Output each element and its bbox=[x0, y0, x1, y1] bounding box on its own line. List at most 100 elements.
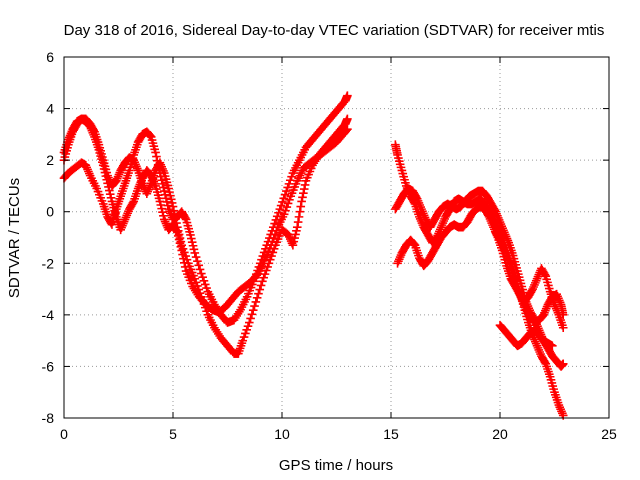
data-point bbox=[151, 148, 160, 157]
data-point bbox=[157, 204, 166, 213]
data-point bbox=[275, 204, 285, 214]
chart-title: Day 318 of 2016, Sidereal Day-to-day VTE… bbox=[64, 22, 605, 39]
data-point bbox=[191, 278, 201, 287]
data-point bbox=[281, 206, 290, 215]
data-point bbox=[197, 269, 206, 278]
y-tick-label: -8 bbox=[42, 410, 55, 426]
data-point bbox=[193, 256, 202, 266]
data-point bbox=[256, 281, 266, 290]
data-point bbox=[294, 212, 304, 222]
y-axis-label: SDTVAR / TECUs bbox=[6, 178, 23, 298]
data-point bbox=[342, 125, 351, 135]
axis-ticks bbox=[63, 56, 610, 419]
x-tick-label: 25 bbox=[601, 426, 617, 442]
data-point bbox=[167, 198, 177, 208]
data-point bbox=[266, 240, 276, 250]
data-point bbox=[272, 226, 281, 236]
data-point bbox=[282, 202, 292, 212]
data-point bbox=[558, 359, 568, 369]
data-point bbox=[190, 274, 200, 284]
x-tick-label: 20 bbox=[492, 426, 508, 442]
data-point bbox=[259, 273, 268, 283]
series-segment-d bbox=[391, 140, 568, 420]
data-point bbox=[280, 190, 290, 199]
data-point bbox=[179, 254, 188, 263]
data-point bbox=[198, 272, 207, 282]
data-point bbox=[267, 251, 276, 261]
data-point bbox=[199, 276, 209, 286]
data-point bbox=[299, 184, 309, 194]
data-point bbox=[189, 245, 199, 254]
data-point bbox=[558, 310, 568, 320]
data-point bbox=[295, 207, 305, 217]
data-point bbox=[287, 172, 296, 181]
data-point bbox=[290, 233, 299, 243]
data-points bbox=[59, 91, 568, 420]
data-point bbox=[194, 261, 204, 270]
data-point bbox=[171, 214, 180, 224]
data-point bbox=[239, 332, 249, 342]
data-point bbox=[279, 209, 289, 219]
data-point bbox=[103, 179, 112, 188]
data-point bbox=[159, 186, 169, 196]
y-tick-label: 6 bbox=[46, 49, 54, 65]
data-point bbox=[180, 262, 190, 272]
data-point bbox=[258, 277, 267, 286]
data-point bbox=[283, 199, 293, 208]
data-point bbox=[180, 258, 189, 268]
plot-frame bbox=[63, 56, 610, 419]
data-point bbox=[293, 217, 303, 227]
data-point bbox=[279, 194, 289, 203]
data-point bbox=[170, 210, 180, 220]
data-point bbox=[343, 124, 352, 134]
data-point bbox=[186, 230, 195, 240]
data-point bbox=[166, 195, 176, 204]
data-point bbox=[156, 200, 166, 210]
data-point bbox=[159, 183, 168, 192]
series-segment-h bbox=[491, 228, 568, 327]
data-point bbox=[283, 183, 292, 192]
data-point bbox=[101, 171, 111, 181]
data-point bbox=[191, 252, 201, 262]
data-point bbox=[105, 189, 115, 199]
data-point bbox=[284, 179, 294, 189]
y-tick-label: -2 bbox=[42, 255, 55, 271]
data-point bbox=[159, 211, 168, 221]
y-tick-label: 0 bbox=[46, 204, 54, 220]
y-tick-labels: -8 -6 -4 -2 0 2 4 6 bbox=[42, 49, 55, 426]
series-segment-a bbox=[59, 91, 352, 327]
data-point bbox=[297, 197, 306, 206]
data-point bbox=[255, 285, 265, 294]
data-point bbox=[250, 301, 259, 311]
series-segment-e bbox=[391, 184, 568, 371]
data-point bbox=[106, 193, 116, 203]
x-tick-label: 15 bbox=[383, 426, 399, 442]
data-point bbox=[99, 164, 109, 174]
data-point bbox=[296, 202, 306, 211]
data-point bbox=[251, 297, 261, 307]
data-point bbox=[173, 228, 182, 237]
y-tick-label: -6 bbox=[42, 358, 55, 374]
data-point bbox=[104, 182, 113, 192]
data-point bbox=[158, 179, 167, 189]
x-tick-label: 5 bbox=[169, 426, 177, 442]
data-point bbox=[285, 175, 295, 185]
data-point bbox=[246, 314, 255, 323]
data-point bbox=[274, 208, 283, 218]
data-point bbox=[252, 293, 262, 303]
data-point bbox=[188, 241, 198, 251]
data-point bbox=[298, 192, 307, 202]
data-point bbox=[178, 250, 187, 259]
data-point bbox=[102, 175, 112, 185]
data-point bbox=[187, 237, 197, 247]
data-point bbox=[299, 188, 308, 198]
series-segment-c bbox=[59, 114, 352, 317]
data-point bbox=[105, 186, 114, 195]
data-point bbox=[270, 230, 280, 239]
data-point bbox=[242, 325, 251, 335]
x-tick-label: 0 bbox=[60, 426, 68, 442]
data-point bbox=[187, 234, 196, 243]
data-point bbox=[292, 222, 302, 232]
data-point bbox=[98, 161, 108, 170]
data-point bbox=[175, 238, 185, 248]
